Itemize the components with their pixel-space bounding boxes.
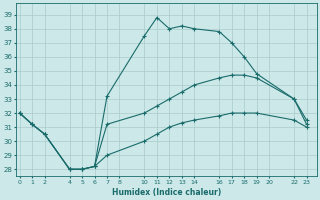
X-axis label: Humidex (Indice chaleur): Humidex (Indice chaleur) [112, 188, 221, 197]
